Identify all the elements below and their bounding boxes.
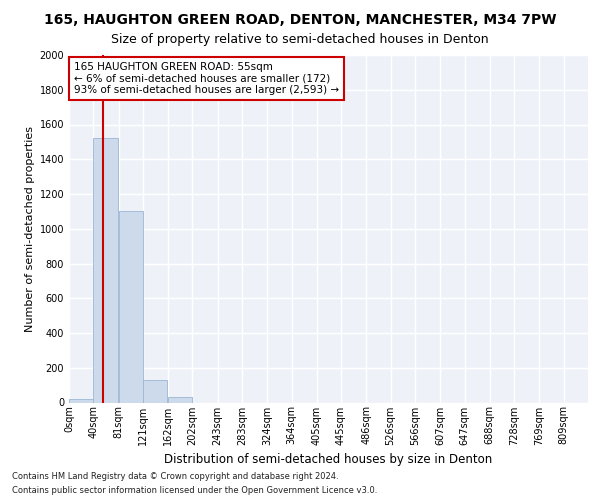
Y-axis label: Number of semi-detached properties: Number of semi-detached properties bbox=[25, 126, 35, 332]
Bar bbox=[69, 399, 94, 402]
Bar bbox=[168, 398, 193, 402]
Text: Contains public sector information licensed under the Open Government Licence v3: Contains public sector information licen… bbox=[12, 486, 377, 495]
Bar bbox=[143, 380, 167, 402]
Text: Contains HM Land Registry data © Crown copyright and database right 2024.: Contains HM Land Registry data © Crown c… bbox=[12, 472, 338, 481]
Bar bbox=[119, 212, 143, 402]
Text: 165, HAUGHTON GREEN ROAD, DENTON, MANCHESTER, M34 7PW: 165, HAUGHTON GREEN ROAD, DENTON, MANCHE… bbox=[44, 12, 556, 26]
Text: 165 HAUGHTON GREEN ROAD: 55sqm
← 6% of semi-detached houses are smaller (172)
93: 165 HAUGHTON GREEN ROAD: 55sqm ← 6% of s… bbox=[74, 62, 339, 95]
X-axis label: Distribution of semi-detached houses by size in Denton: Distribution of semi-detached houses by … bbox=[164, 453, 493, 466]
Text: Size of property relative to semi-detached houses in Denton: Size of property relative to semi-detach… bbox=[111, 32, 489, 46]
Bar bbox=[94, 138, 118, 402]
